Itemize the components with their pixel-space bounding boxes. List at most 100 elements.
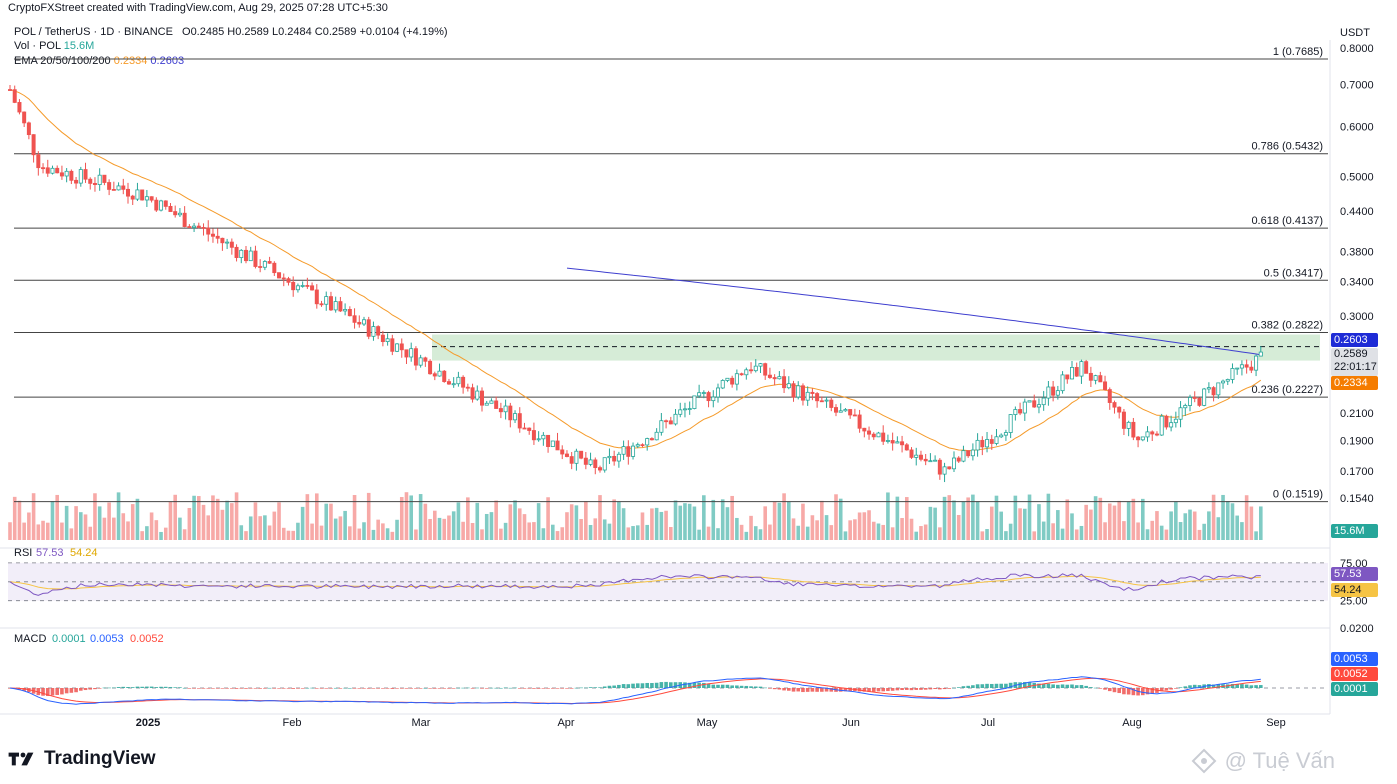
- volume-bar: [192, 495, 196, 540]
- volume-bar: [102, 517, 107, 540]
- candle-body: [272, 262, 277, 274]
- macd-histogram-bar: [1018, 682, 1022, 688]
- candle-body: [678, 409, 683, 415]
- volume-bar: [1122, 521, 1126, 540]
- candle-body: [621, 446, 626, 455]
- macd-histogram-bar: [749, 686, 753, 688]
- macd-histogram-bar: [999, 683, 1003, 688]
- macd-histogram-bar: [79, 688, 83, 691]
- candle-body: [324, 296, 329, 305]
- macd-histogram-bar: [343, 687, 347, 689]
- candle-body: [1159, 415, 1164, 436]
- macd-histogram-bar: [716, 684, 720, 688]
- tradingview-brand[interactable]: TradingView: [8, 748, 156, 770]
- volume-bar: [456, 502, 461, 540]
- macd-histogram-bar: [843, 688, 848, 692]
- volume-bar: [414, 529, 418, 540]
- candle-body: [1041, 397, 1046, 406]
- candle-body: [970, 449, 975, 457]
- candle-body: [36, 154, 41, 169]
- macd-histogram-bar: [1079, 685, 1084, 688]
- candle-body: [739, 373, 744, 376]
- candle-body: [210, 233, 215, 237]
- volume-bar: [1259, 506, 1263, 540]
- volume-legend[interactable]: Vol · POL 15.6M: [14, 40, 94, 53]
- symbol-legend[interactable]: POL / TetherUS · 1D · BINANCE O0.2485 H0…: [14, 26, 448, 39]
- rsi-ma-badge: 54.24: [1331, 583, 1378, 597]
- macd-histogram-bar: [69, 688, 74, 693]
- candle-body: [531, 430, 536, 441]
- volume-bar: [145, 526, 149, 540]
- x-tick-label: Feb: [283, 717, 302, 729]
- volume-bar: [1136, 522, 1140, 540]
- volume-bar: [409, 495, 413, 540]
- candle-body: [966, 450, 971, 457]
- y-tick-label: 0.4400: [1340, 206, 1374, 218]
- macd-histogram-bar: [201, 688, 206, 689]
- macd-histogram-bar: [758, 686, 763, 688]
- candle-body: [1032, 400, 1037, 408]
- chart-credit: CryptoFXStreet created with TradingView.…: [8, 2, 388, 14]
- candle-body: [390, 338, 395, 352]
- volume-bar: [513, 500, 517, 540]
- macd-histogram-bar: [159, 686, 163, 688]
- candle-body: [711, 396, 716, 402]
- volume-bar: [126, 521, 130, 540]
- volume-bar: [607, 523, 612, 540]
- candle-body: [933, 459, 938, 462]
- macd-histogram-bar: [593, 687, 598, 688]
- volume-bar: [494, 500, 498, 540]
- volume-bar: [1107, 503, 1112, 540]
- volume-bar: [923, 524, 928, 540]
- candle-body: [1183, 405, 1188, 409]
- candle-body: [55, 167, 60, 174]
- candle-body: [763, 363, 768, 376]
- volume-bar: [447, 515, 451, 540]
- macd-histogram-bar: [1046, 683, 1051, 688]
- macd-histogram-bar: [253, 688, 258, 689]
- volume-badge: 15.6M: [1331, 524, 1378, 538]
- macd-histogram-bar: [41, 688, 45, 696]
- volume-bar: [673, 500, 678, 540]
- candle-body: [824, 399, 829, 402]
- y-tick-label: 0.1700: [1340, 466, 1374, 478]
- volume-bar: [1150, 520, 1155, 540]
- volume-bar: [744, 531, 749, 540]
- macd-histogram-bar: [173, 687, 177, 688]
- macd-histogram-bar: [692, 682, 697, 688]
- resistance-zone: [432, 334, 1320, 361]
- macd-histogram-bar: [508, 687, 513, 689]
- candle-body: [1065, 374, 1070, 380]
- candle-body: [937, 459, 942, 475]
- volume-bar: [1131, 498, 1136, 540]
- macd-histogram-bar: [206, 688, 211, 689]
- candle-body: [404, 349, 409, 358]
- macd-histogram-bar: [923, 688, 928, 690]
- volume-bar: [659, 511, 664, 540]
- rsi-tick-label: 25.00: [1340, 596, 1368, 608]
- ema-legend[interactable]: EMA 20/50/100/200 0.2334 0.2603: [14, 55, 184, 68]
- candle-countdown: 22:01:17: [1334, 361, 1377, 373]
- macd-histogram-bar: [475, 687, 480, 689]
- volume-bar: [980, 531, 985, 540]
- macd-histogram-bar: [673, 682, 678, 688]
- macd-histogram-bar: [418, 688, 423, 689]
- macd-histogram-bar: [74, 688, 78, 693]
- macd-histogram-bar: [706, 683, 711, 688]
- candle-body: [1008, 414, 1013, 433]
- candle-body: [314, 289, 319, 305]
- macd-histogram-bar: [466, 687, 470, 689]
- macd-histogram-bar: [574, 687, 579, 689]
- volume-bar: [820, 500, 824, 540]
- macd-histogram-bar: [669, 682, 673, 688]
- candle-body: [579, 450, 584, 459]
- macd-histogram-bar: [1084, 685, 1088, 688]
- volume-bar: [41, 520, 45, 540]
- volume-bar: [74, 506, 78, 540]
- volume-bar: [1065, 499, 1070, 540]
- volume-bar: [952, 500, 956, 540]
- candle-body: [564, 453, 569, 457]
- macd-histogram-bar: [867, 688, 871, 692]
- candle-body: [243, 249, 248, 262]
